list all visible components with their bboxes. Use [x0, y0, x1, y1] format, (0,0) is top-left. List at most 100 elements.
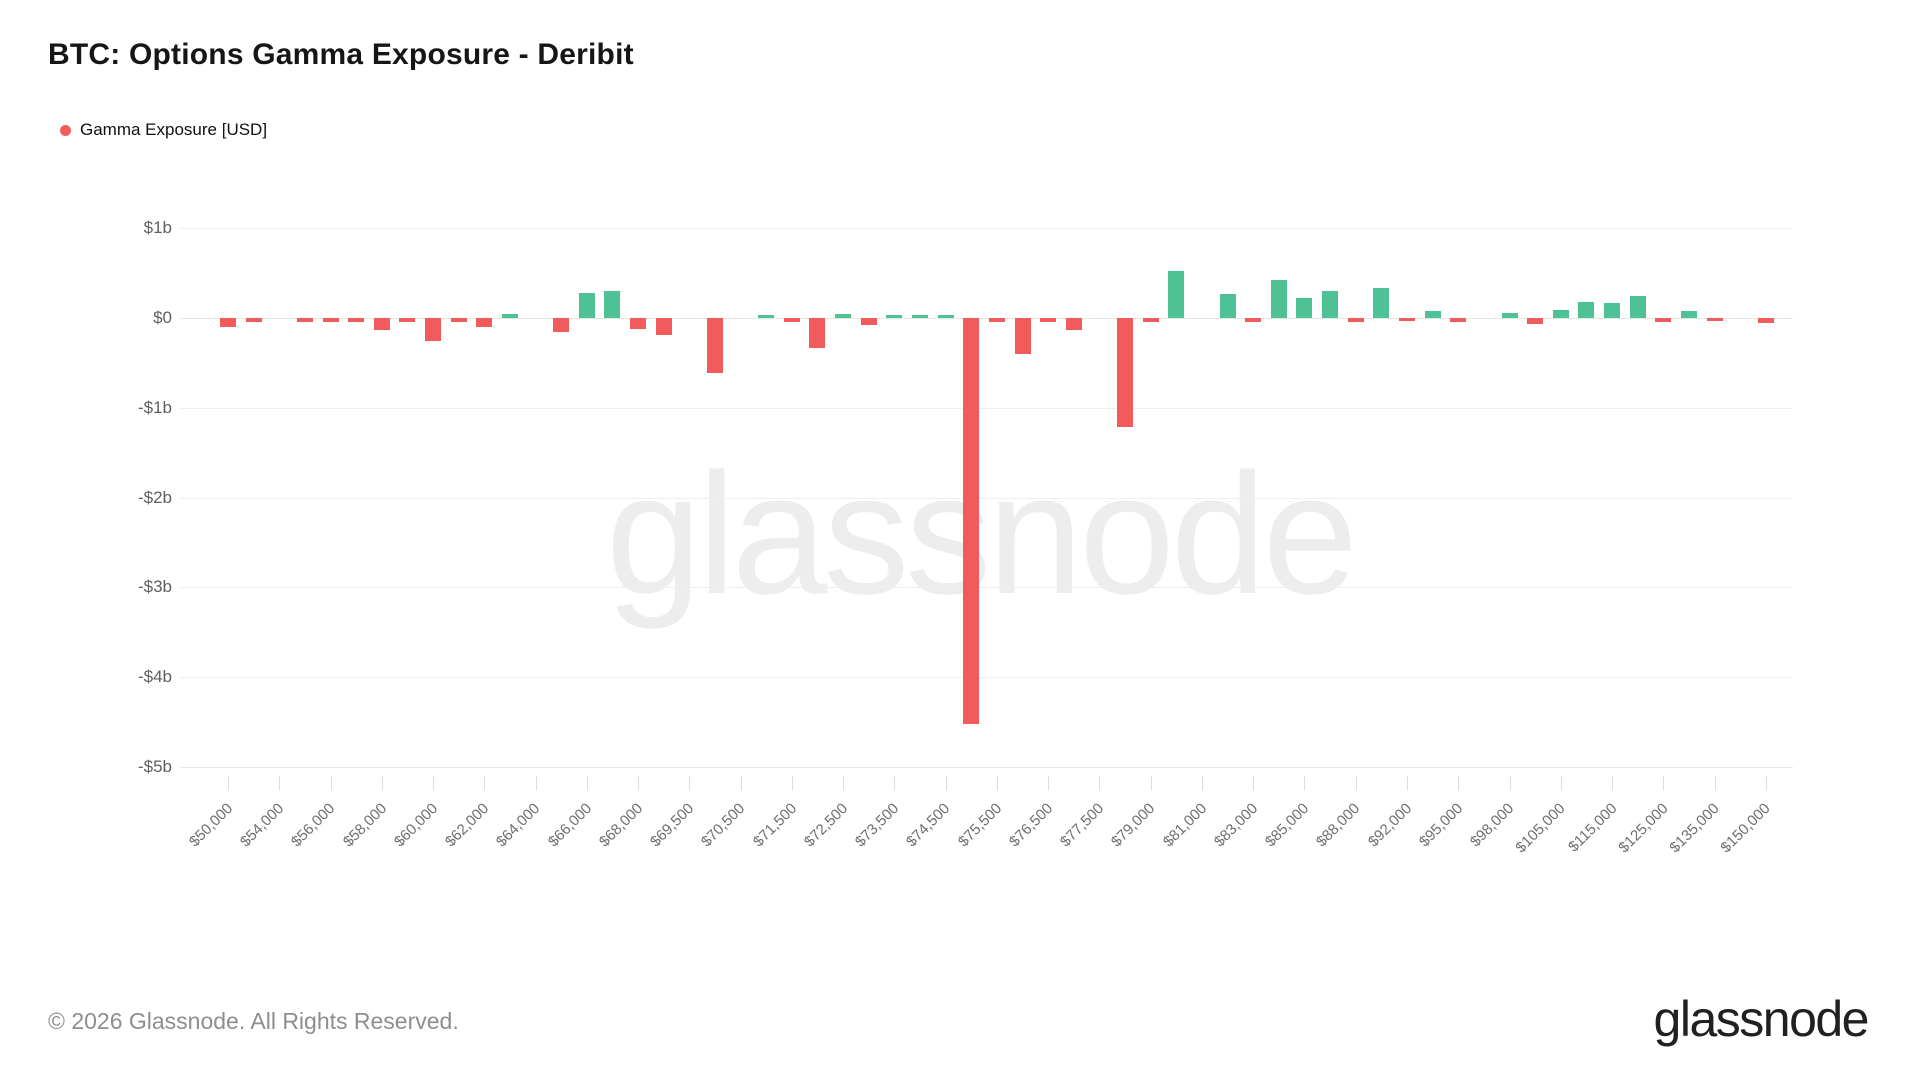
x-tick-label-$115,000: $115,000	[1564, 800, 1621, 856]
gamma-bar-strike-38[interactable]	[1168, 271, 1185, 318]
gamma-bar-strike-56[interactable]	[1629, 296, 1646, 318]
x-tick-label-$50,000: $50,000	[185, 800, 237, 851]
gamma-bar-strike-14[interactable]	[553, 318, 570, 333]
gamma-bar-$56,000[interactable]	[322, 318, 339, 322]
y-axis-label--$3b: -$3b	[137, 577, 172, 597]
gamma-bar-strike-16[interactable]	[604, 291, 621, 318]
copyright-text: © 2026 Glassnode. All Rights Reserved.	[48, 1008, 459, 1034]
y-axis-label-$1b: $1b	[143, 218, 172, 238]
gamma-bar-$98,000[interactable]	[1501, 312, 1518, 318]
gamma-bar-strike-12[interactable]	[501, 314, 518, 318]
gamma-bar-strike-46[interactable]	[1373, 288, 1390, 318]
x-tick-label-$88,000: $88,000	[1313, 800, 1364, 851]
x-tick	[1765, 776, 1767, 790]
x-tick-label-$125,000: $125,000	[1615, 800, 1672, 857]
x-tick-label-$71,500: $71,500	[749, 800, 800, 851]
gamma-bar-$85,000[interactable]	[1296, 298, 1313, 318]
y-axis-label--$4b: -$4b	[137, 667, 172, 687]
gamma-bar-strike-44[interactable]	[1322, 291, 1339, 318]
x-tick	[996, 776, 998, 790]
x-tick-label-$74,500: $74,500	[903, 800, 954, 851]
gamma-bar-strike-32[interactable]	[1014, 318, 1031, 354]
gamma-bar-strike-8[interactable]	[399, 318, 416, 322]
gamma-bar-$79,000[interactable]	[1142, 318, 1159, 322]
gamma-bar-strike-22[interactable]	[758, 315, 775, 318]
x-tick-label-$95,000: $95,000	[1415, 800, 1467, 851]
gamma-bar-strike-28[interactable]	[912, 315, 928, 318]
gamma-bar-$95,000[interactable]	[1450, 318, 1467, 322]
gamma-bar-$76,500[interactable]	[1040, 318, 1057, 323]
gamma-bar-strike-26[interactable]	[860, 318, 877, 326]
gamma-bar-strike-10[interactable]	[450, 318, 467, 322]
gamma-bar-strike-4[interactable]	[296, 318, 313, 322]
y-axis-label--$1b: -$1b	[137, 397, 172, 417]
gamma-bar-strike-2[interactable]	[245, 318, 262, 322]
x-tick-label-$135,000: $135,000	[1666, 800, 1723, 857]
gamma-bar-$105,000[interactable]	[1552, 309, 1569, 318]
x-tick-label-$75,500: $75,500	[954, 800, 1005, 851]
gridline-$0	[180, 318, 1793, 319]
gamma-bar-strike-52[interactable]	[1527, 318, 1544, 325]
x-tick	[1560, 776, 1562, 790]
gamma-bar-strike-24[interactable]	[809, 318, 826, 348]
gamma-bar-$71,500[interactable]	[783, 318, 800, 322]
gamma-bar-$88,000[interactable]	[1347, 318, 1364, 322]
gamma-bar-$115,000[interactable]	[1604, 302, 1621, 318]
gamma-bar-$75,500[interactable]	[988, 318, 1005, 322]
x-tick-label-$69,500: $69,500	[646, 800, 698, 851]
gridline--$5b	[180, 767, 1793, 768]
gamma-bar-strike-34[interactable]	[1065, 318, 1082, 330]
gamma-bar-$72,500[interactable]	[835, 313, 852, 318]
gamma-bar-$66,000[interactable]	[578, 292, 595, 318]
gamma-bar-$92,000[interactable]	[1398, 318, 1415, 321]
x-tick-label-$60,000: $60,000	[390, 800, 442, 851]
gamma-bar-strike-36[interactable]	[1117, 318, 1134, 427]
gamma-bar-strike-30[interactable]	[963, 318, 980, 724]
gamma-bar-strike-18[interactable]	[655, 318, 672, 336]
gamma-bar-$50,000[interactable]	[220, 318, 236, 327]
x-tick-label-$58,000: $58,000	[339, 800, 390, 851]
gridline--$2b	[180, 497, 1793, 499]
x-tick-label-$70,500: $70,500	[698, 800, 749, 851]
x-tick	[945, 776, 947, 790]
x-tick-label-$66,000: $66,000	[544, 800, 595, 851]
gamma-bar-strike-40[interactable]	[1219, 293, 1236, 318]
gamma-bar-strike-6[interactable]	[348, 318, 365, 323]
x-tick-label-$54,000: $54,000	[236, 800, 288, 851]
x-tick	[1714, 776, 1716, 790]
x-tick	[1201, 776, 1203, 790]
gamma-bar-$125,000[interactable]	[1655, 318, 1672, 323]
legend-dot-icon	[60, 124, 71, 136]
x-tick	[791, 776, 793, 790]
gamma-bar-$58,000[interactable]	[373, 318, 390, 330]
x-tick	[279, 776, 281, 790]
gamma-bar-$150,000[interactable]	[1757, 318, 1774, 324]
x-tick	[1099, 776, 1101, 790]
gamma-bar-$68,000[interactable]	[630, 318, 647, 329]
x-tick-label-$150,000: $150,000	[1717, 800, 1774, 857]
legend-label: Gamma Exposure [USD]	[80, 120, 268, 139]
x-tick	[433, 776, 435, 790]
legend[interactable]: Gamma Exposure [USD]	[60, 120, 267, 140]
y-axis-label-$0: $0	[153, 308, 172, 327]
x-tick-label-$64,000: $64,000	[493, 800, 544, 851]
x-tick	[1355, 776, 1357, 790]
gamma-bar-$73,500[interactable]	[886, 315, 903, 318]
x-tick	[1509, 776, 1511, 790]
gamma-bar-strike-54[interactable]	[1578, 301, 1595, 318]
gamma-bar-strike-20[interactable]	[706, 318, 723, 373]
gamma-bar-$135,000[interactable]	[1706, 318, 1723, 321]
x-tick-label-$85,000: $85,000	[1262, 800, 1313, 851]
gamma-bar-strike-42[interactable]	[1270, 280, 1287, 318]
gamma-bar-$74,500[interactable]	[937, 315, 954, 318]
gamma-bar-$62,000[interactable]	[476, 318, 493, 327]
x-tick	[894, 776, 896, 790]
gamma-bar-strike-58[interactable]	[1680, 310, 1697, 318]
x-tick-label-$105,000: $105,000	[1512, 800, 1569, 857]
gamma-bar-strike-48[interactable]	[1424, 310, 1441, 318]
x-tick	[1150, 776, 1152, 790]
gamma-bar-$60,000[interactable]	[425, 318, 442, 342]
gamma-bar-$83,000[interactable]	[1245, 318, 1262, 322]
x-tick	[1663, 776, 1665, 790]
